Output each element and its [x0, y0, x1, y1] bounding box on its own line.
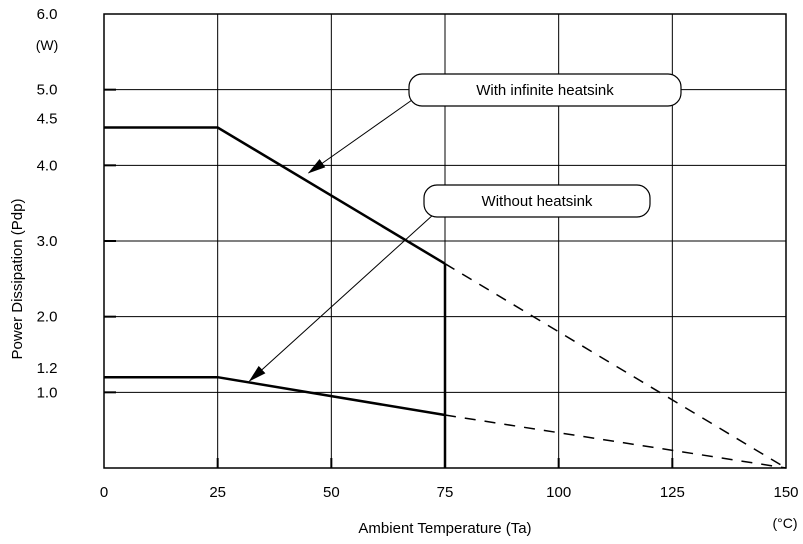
y-axis-label: Power Dissipation (Pdp) [9, 199, 26, 360]
callout-box [423, 184, 651, 218]
y-tick-label: 1.0 [37, 384, 58, 401]
x-tick-label: 150 [773, 484, 798, 501]
series-extension-dashed [444, 263, 787, 469]
series-line [104, 375, 446, 417]
y-tick-label: 4.0 [37, 157, 58, 174]
x-tick-label: 75 [437, 484, 454, 501]
callout-box [408, 73, 682, 107]
callout-label: Without heatsink [482, 193, 593, 210]
data-layer [104, 126, 787, 469]
y-tick-label: 3.0 [37, 233, 58, 250]
x-tick-label: 0 [100, 484, 108, 501]
y-tick-label: 5.0 [37, 82, 58, 99]
x-tick-label: 125 [660, 484, 685, 501]
x-axis-label: Ambient Temperature (Ta) [358, 520, 531, 537]
y-unit-label: (W) [36, 37, 59, 53]
callout-label: With infinite heatsink [476, 82, 614, 99]
callout-layer: With infinite heatsink Without heatsink [248, 73, 682, 382]
y-tick-label: 6.0 [37, 6, 58, 23]
callout-arrow [307, 99, 413, 174]
x-unit-label: (°C) [772, 515, 797, 531]
callout-arrow [248, 213, 435, 382]
y-extra-tick-label: 1.2 [37, 360, 58, 377]
tick-layer: 0 25 50 75 100 125 150 1.0 2.0 3.0 4.0 5.0 6.0 4.5 1.2 [37, 6, 799, 501]
x-tick-label: 25 [209, 484, 226, 501]
x-tick-label: 50 [323, 484, 340, 501]
series-extension-dashed [444, 414, 787, 469]
y-extra-tick-label: 4.5 [37, 111, 58, 128]
x-tick-label: 100 [546, 484, 571, 501]
y-tick-label: 2.0 [37, 309, 58, 326]
series-line [104, 126, 446, 265]
